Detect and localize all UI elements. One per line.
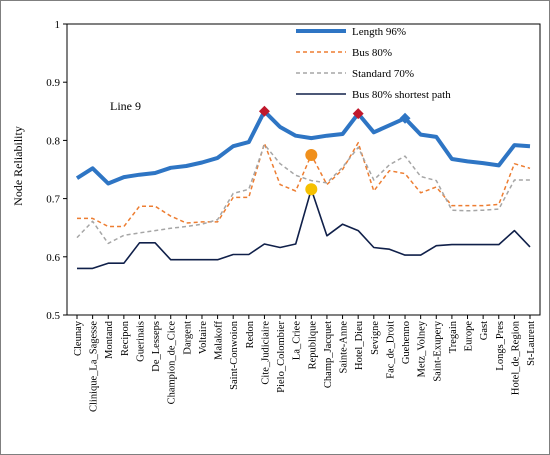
legend-entry: Length 96% (352, 26, 406, 38)
x-tick-label: Republique (307, 321, 318, 370)
x-tick-label: Malakoff (214, 321, 225, 360)
y-axis-label: Node Reliability (11, 126, 25, 206)
y-tick-label: 0.6 (46, 252, 60, 264)
x-tick-label: Pielo_Colombier (276, 321, 287, 393)
x-tick-label: Champ_Jacquet (323, 321, 334, 388)
highlight-diamond (399, 112, 411, 124)
series-line (77, 141, 531, 228)
x-tick-label: Sainte-Anne (339, 321, 350, 374)
x-tick-label: Tregain (448, 320, 459, 353)
legend: Length 96% Bus 80% Standard 70% Bus 80% sho… (296, 26, 451, 101)
legend-entry: Standard 70% (352, 68, 414, 80)
x-tick-label: Recipon (120, 320, 131, 356)
x-tick-label: Saint-Exupery (432, 320, 443, 381)
x-tick-label: De_Lesseps (151, 321, 162, 372)
highlight-circle (305, 148, 318, 161)
x-tick-label: Longs_Pres (495, 321, 506, 371)
y-tick-labels: 0.5 0.6 0.7 0.8 0.9 1 (46, 19, 60, 322)
x-tick-label: Cite_Judiciaire (260, 321, 271, 385)
highlight-diamond (352, 108, 364, 120)
x-tick-label: La_Criee (292, 321, 303, 360)
x-tick-label: Clinique_La_Sagesse (89, 321, 100, 412)
highlight-layer (258, 105, 411, 196)
x-tick-labels: Cleunay Clinique_La_Sagesse Montand Recipon… (73, 320, 537, 412)
highlight-circle (305, 183, 318, 196)
y-tick-label: 0.5 (46, 310, 60, 322)
y-tick-label: 0.7 (46, 194, 60, 206)
x-tick-label: Guehenno (401, 321, 412, 364)
y-tick-label: 0.8 (46, 135, 60, 147)
series-layer (75, 109, 531, 270)
series-line (75, 109, 531, 186)
x-tick-label: Sevigne (370, 321, 381, 355)
x-tick-label: Hotel_Dieu (354, 320, 365, 370)
highlight-diamond (258, 105, 270, 117)
line-annotation: Line 9 (110, 99, 141, 113)
y-tick-label: 1 (55, 19, 61, 31)
series-line (77, 188, 531, 270)
x-tick-label: Fac_de_Droit (385, 321, 396, 379)
x-tick-label: Guerinais (135, 321, 146, 362)
x-tick-label: Gast (479, 321, 490, 340)
x-tick-label: Redon (245, 320, 256, 348)
x-tick-label: Europe (464, 321, 475, 352)
x-tick-label: Cleunay (73, 320, 84, 356)
plot-area-border (66, 23, 541, 316)
x-tick-label: Saint-Conwoion (229, 320, 240, 390)
x-tick-label: Dargent (182, 321, 193, 355)
x-tick-label: Montand (104, 320, 115, 359)
axes (63, 23, 541, 319)
legend-entry: Bus 80% shortest path (352, 89, 451, 101)
x-tick-label: Champion_de_Cice (167, 321, 178, 405)
legend-entry: Bus 80% (352, 47, 392, 59)
x-tick-label: Voltaire (198, 321, 209, 354)
x-tick-label: St-Laurent (526, 321, 537, 366)
series-line (76, 143, 530, 245)
y-tick-label: 0.9 (46, 77, 60, 89)
x-tick-label: Metz_Volney (417, 320, 428, 377)
x-tick-label: Hotel_de_Region (510, 320, 521, 395)
